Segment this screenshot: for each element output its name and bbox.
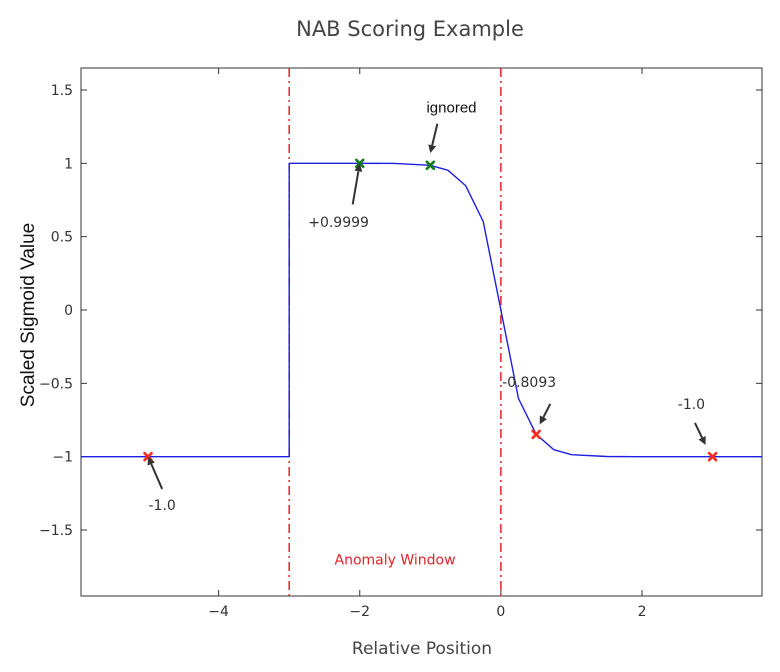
annotation-arrow-shaft	[150, 463, 164, 490]
y-tick-label: 1.5	[51, 83, 73, 99]
x-tick-label: 0	[496, 604, 505, 620]
x-tick-label: 2	[638, 604, 647, 620]
annotation-arrow-head	[698, 435, 706, 445]
score-marker	[707, 451, 718, 462]
x-tick-label: −4	[208, 604, 229, 620]
x-tick-label: −2	[349, 604, 370, 620]
annotation-arrow-head	[354, 163, 363, 172]
x-axis-label: Relative Position	[352, 639, 492, 659]
annotation-arrow-head	[428, 144, 437, 154]
score-marker	[425, 160, 436, 171]
annotation-label: -0.8093	[502, 375, 556, 391]
annotation-arrow-head	[147, 456, 155, 466]
score-marker	[354, 158, 365, 169]
y-tick-label: −1.5	[39, 523, 73, 539]
y-tick-label: −1	[52, 450, 73, 466]
annotation-arrow-shaft	[351, 171, 360, 205]
plot-area: −4 −2 0 2 1.5 1 0.5 0 −0.5 −1 −1.5 -1.0 +0.9999 ignor…	[39, 67, 763, 620]
sigmoid-series-line	[81, 162, 762, 458]
annotation-label: -1.0	[148, 498, 175, 514]
annotation-label: +0.9999	[308, 215, 369, 231]
annotation-label: ignored	[426, 100, 476, 117]
anomaly-window-label: Anomaly Window	[335, 552, 456, 568]
y-axis-label: Scaled Sigmoid Value	[18, 223, 39, 407]
annotation-arrow-shaft	[694, 422, 703, 439]
y-tick-label: 0	[64, 303, 73, 319]
annotation-arrow-shaft	[542, 403, 552, 418]
score-marker	[531, 429, 541, 440]
y-tick-label: 0.5	[51, 230, 73, 246]
plot-frame	[80, 67, 763, 597]
annotation-arrow-head	[539, 415, 547, 425]
annotation-label: -1.0	[678, 397, 705, 413]
annotation-arrow-shaft	[431, 123, 439, 146]
y-tick-label: −0.5	[39, 376, 73, 392]
chart-title: NAB Scoring Example	[296, 17, 524, 41]
y-tick-label: 1	[64, 156, 73, 172]
